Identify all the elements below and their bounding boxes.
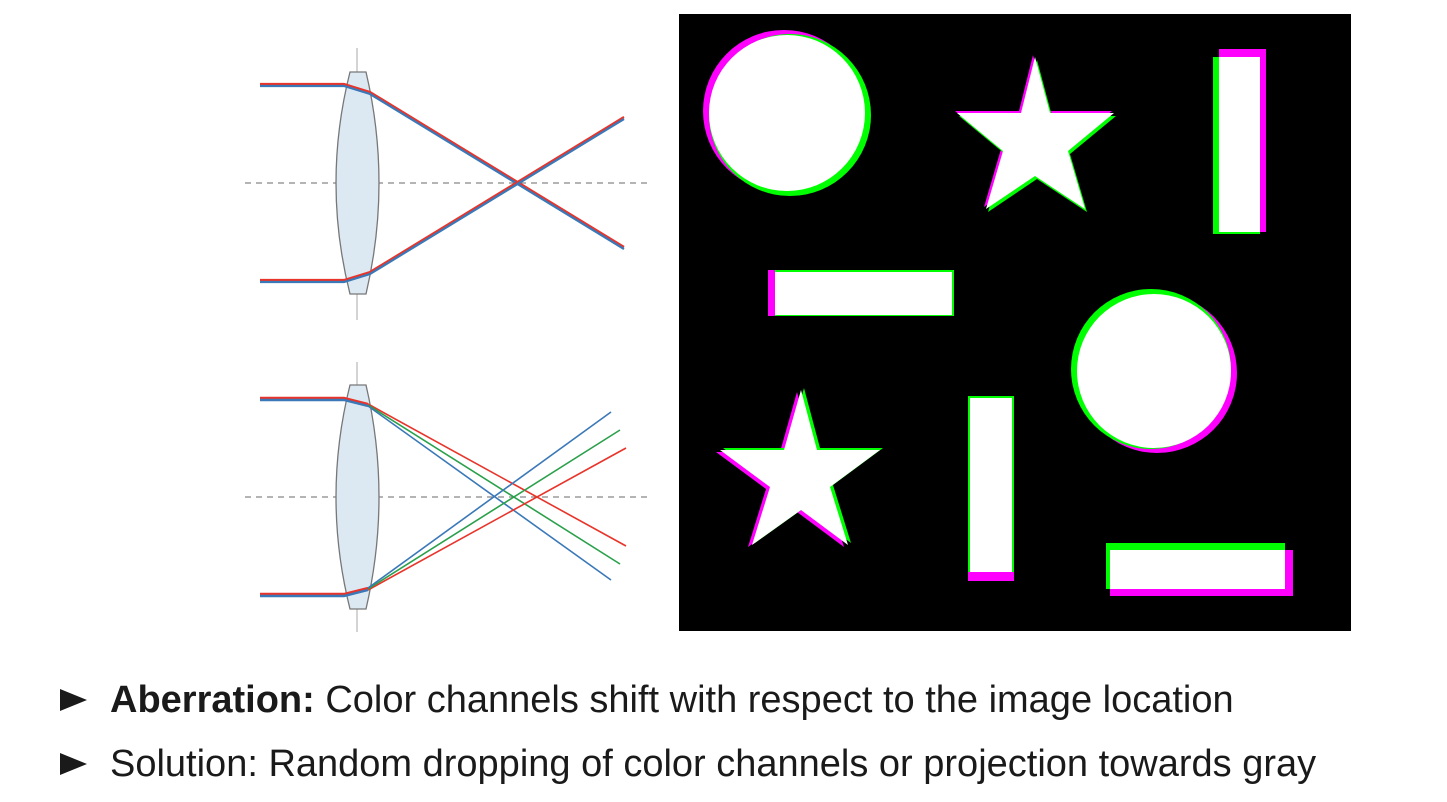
triangle-bullet-icon <box>60 689 87 711</box>
lens-diagram <box>245 48 650 632</box>
bullet-item-aberration: Aberration: Color channels shift with re… <box>60 668 1316 732</box>
star-shape <box>955 55 1116 212</box>
lens-diagram-corrected <box>245 48 650 320</box>
triangle-bullet-icon <box>60 753 87 775</box>
bullet-bold-label: Aberration: <box>110 679 315 721</box>
light-rays <box>260 82 625 284</box>
star-shape <box>716 388 883 547</box>
horizontal-rect-shape <box>768 270 954 316</box>
bullet-list: Aberration: Color channels shift with re… <box>60 668 1316 796</box>
lens-shape <box>335 71 380 295</box>
circle-shape <box>1071 289 1237 453</box>
lens-diagram-aberrated <box>245 362 650 632</box>
light-rays <box>260 396 627 598</box>
lens-shape <box>335 384 380 610</box>
horizontal-rect-shape <box>1106 543 1293 596</box>
bullet-text: Solution: Random dropping of color chann… <box>110 743 1317 785</box>
circle-shape <box>703 30 871 196</box>
vertical-rect-shape <box>1213 49 1266 234</box>
vertical-rect-shape <box>968 396 1014 581</box>
bullet-item-solution: Solution: Random dropping of color chann… <box>60 732 1316 796</box>
aberration-shapes-panel <box>679 14 1351 631</box>
bullet-text: Color channels shift with respect to the… <box>314 679 1234 721</box>
